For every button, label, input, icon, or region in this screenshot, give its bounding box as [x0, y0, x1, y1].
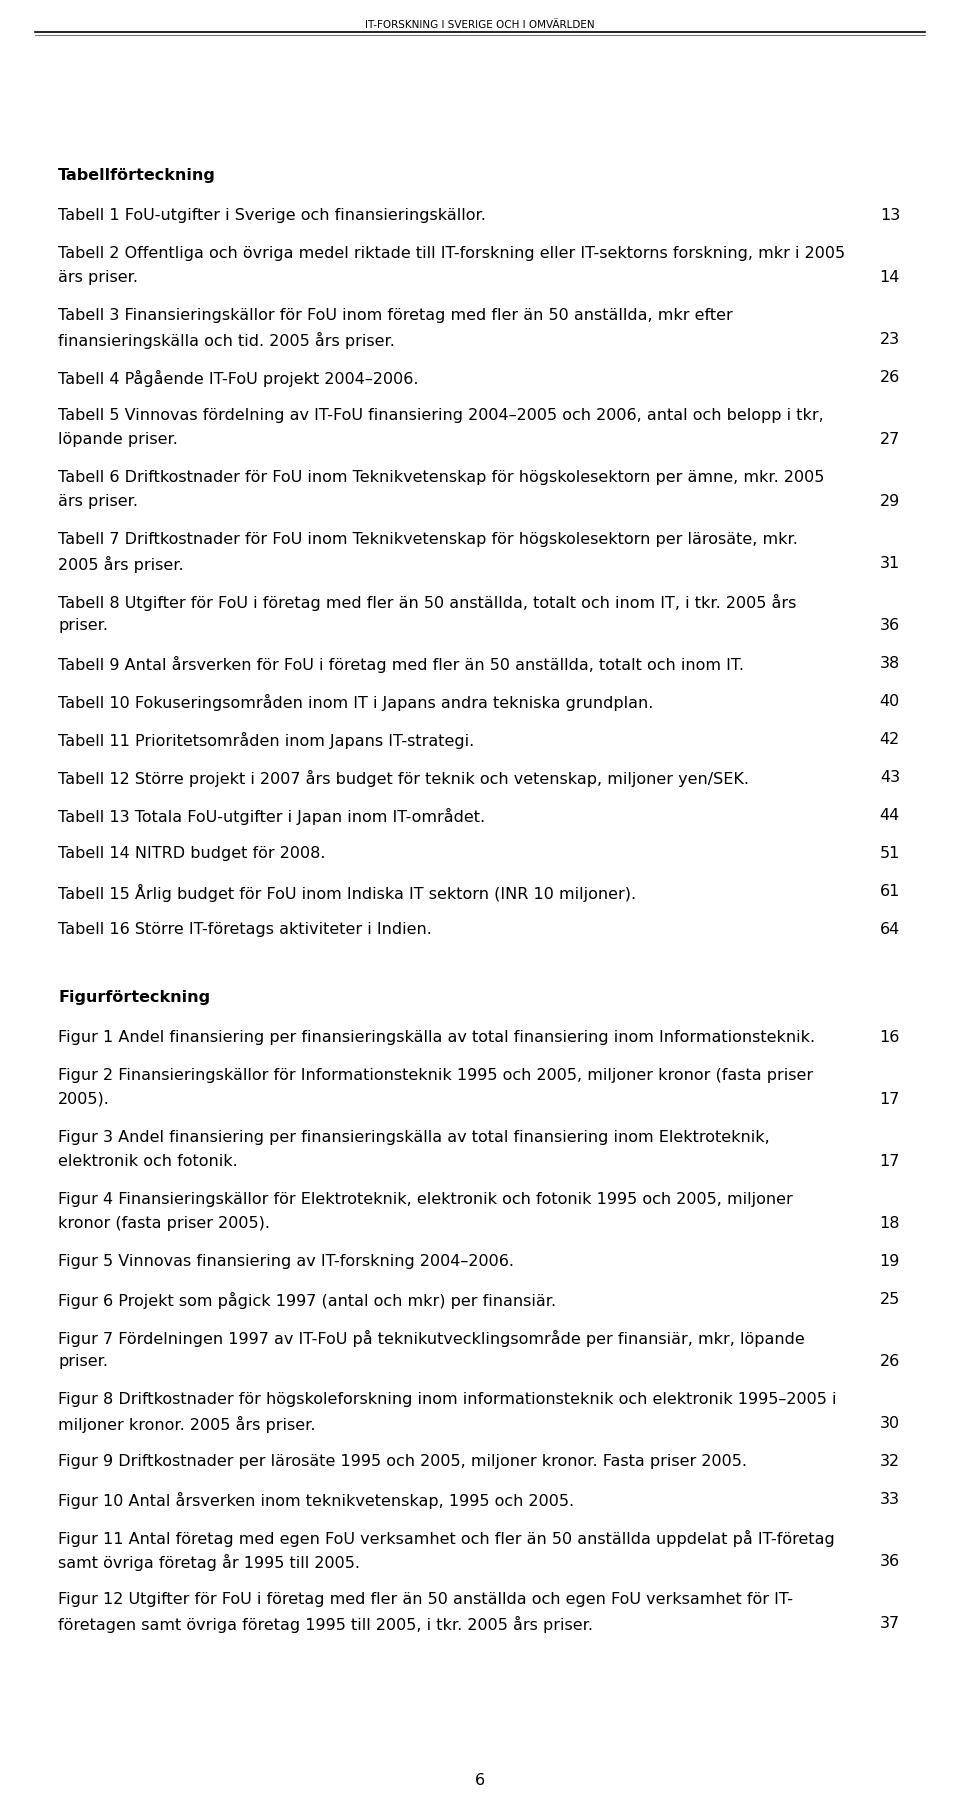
- Text: 14: 14: [879, 271, 900, 285]
- Text: Tabellförteckning: Tabellförteckning: [58, 169, 216, 183]
- Text: Tabell 1 FoU-utgifter i Sverige och finansieringskällor.: Tabell 1 FoU-utgifter i Sverige och fina…: [58, 209, 486, 223]
- Text: Tabell 3 Finansieringskällor för FoU inom företag med fler än 50 anställda, mkr : Tabell 3 Finansieringskällor för FoU ino…: [58, 309, 732, 323]
- Text: 17: 17: [879, 1153, 900, 1170]
- Text: Tabell 10 Fokuseringsområden inom IT i Japans andra tekniska grundplan.: Tabell 10 Fokuseringsområden inom IT i J…: [58, 694, 654, 712]
- Text: elektronik och fotonik.: elektronik och fotonik.: [58, 1153, 238, 1170]
- Text: Figur 6 Projekt som pågick 1997 (antal och mkr) per finansiär.: Figur 6 Projekt som pågick 1997 (antal o…: [58, 1291, 556, 1309]
- Text: 2005 års priser.: 2005 års priser.: [58, 556, 183, 574]
- Text: samt övriga företag år 1995 till 2005.: samt övriga företag år 1995 till 2005.: [58, 1554, 360, 1571]
- Text: Tabell 7 Driftkostnader för FoU inom Teknikvetenskap för högskolesektorn per lär: Tabell 7 Driftkostnader för FoU inom Tek…: [58, 532, 798, 547]
- Text: Figur 9 Driftkostnader per lärosäte 1995 och 2005, miljoner kronor. Fasta priser: Figur 9 Driftkostnader per lärosäte 1995…: [58, 1455, 747, 1469]
- Text: priser.: priser.: [58, 1355, 108, 1369]
- Text: Tabell 15 Årlig budget för FoU inom Indiska IT sektorn (INR 10 miljoner).: Tabell 15 Årlig budget för FoU inom Indi…: [58, 884, 636, 903]
- Text: 36: 36: [880, 1554, 900, 1569]
- Text: Tabell 13 Totala FoU-utgifter i Japan inom IT-området.: Tabell 13 Totala FoU-utgifter i Japan in…: [58, 808, 485, 824]
- Text: kronor (fasta priser 2005).: kronor (fasta priser 2005).: [58, 1217, 270, 1231]
- Text: 37: 37: [880, 1616, 900, 1631]
- Text: Figur 2 Finansieringskällor för Informationsteknik 1995 och 2005, miljoner krono: Figur 2 Finansieringskällor för Informat…: [58, 1068, 813, 1082]
- Text: 30: 30: [880, 1416, 900, 1431]
- Text: Figur 10 Antal årsverken inom teknikvetenskap, 1995 och 2005.: Figur 10 Antal årsverken inom teknikvete…: [58, 1493, 574, 1509]
- Text: 64: 64: [879, 923, 900, 937]
- Text: Figur 4 Finansieringskällor för Elektroteknik, elektronik och fotonik 1995 och 2: Figur 4 Finansieringskällor för Elektrot…: [58, 1191, 793, 1208]
- Text: Figur 1 Andel finansiering per finansieringskälla av total finansiering inom Inf: Figur 1 Andel finansiering per finansier…: [58, 1030, 815, 1044]
- Text: 2005).: 2005).: [58, 1091, 109, 1108]
- Text: 27: 27: [879, 432, 900, 447]
- Text: Tabell 5 Vinnovas fördelning av IT-FoU finansiering 2004–2005 och 2006, antal oc: Tabell 5 Vinnovas fördelning av IT-FoU f…: [58, 409, 824, 423]
- Text: Figur 12 Utgifter för FoU i företag med fler än 50 anställda och egen FoU verksa: Figur 12 Utgifter för FoU i företag med …: [58, 1593, 793, 1607]
- Text: 33: 33: [880, 1493, 900, 1507]
- Text: 29: 29: [879, 494, 900, 508]
- Text: 31: 31: [879, 556, 900, 570]
- Text: 23: 23: [880, 332, 900, 347]
- Text: 26: 26: [879, 1355, 900, 1369]
- Text: Tabell 4 Pågående IT-FoU projekt 2004–2006.: Tabell 4 Pågående IT-FoU projekt 2004–20…: [58, 370, 419, 387]
- Text: 26: 26: [879, 370, 900, 385]
- Text: miljoner kronor. 2005 års priser.: miljoner kronor. 2005 års priser.: [58, 1416, 316, 1433]
- Text: 40: 40: [879, 694, 900, 708]
- Text: Tabell 16 Större IT-företags aktiviteter i Indien.: Tabell 16 Större IT-företags aktiviteter…: [58, 923, 432, 937]
- Text: Tabell 14 NITRD budget för 2008.: Tabell 14 NITRD budget för 2008.: [58, 846, 325, 861]
- Text: Tabell 2 Offentliga och övriga medel riktade till IT-forskning eller IT-sektorns: Tabell 2 Offentliga och övriga medel rik…: [58, 245, 845, 262]
- Text: 36: 36: [880, 617, 900, 634]
- Text: 17: 17: [879, 1091, 900, 1108]
- Text: Figur 7 Fördelningen 1997 av IT-FoU på teknikutvecklingsområde per finansiär, mk: Figur 7 Fördelningen 1997 av IT-FoU på t…: [58, 1329, 804, 1347]
- Text: Tabell 12 Större projekt i 2007 års budget för teknik och vetenskap, miljoner ye: Tabell 12 Större projekt i 2007 års budg…: [58, 770, 749, 786]
- Text: Tabell 6 Driftkostnader för FoU inom Teknikvetenskap för högskolesektorn per ämn: Tabell 6 Driftkostnader för FoU inom Tek…: [58, 470, 825, 485]
- Text: 19: 19: [879, 1255, 900, 1269]
- Text: 44: 44: [879, 808, 900, 823]
- Text: priser.: priser.: [58, 617, 108, 634]
- Text: ärs priser.: ärs priser.: [58, 494, 138, 508]
- Text: 25: 25: [879, 1291, 900, 1308]
- Text: 32: 32: [880, 1455, 900, 1469]
- Text: Tabell 9 Antal årsverken för FoU i företag med fler än 50 anställda, totalt och : Tabell 9 Antal årsverken för FoU i föret…: [58, 656, 744, 674]
- Text: löpande priser.: löpande priser.: [58, 432, 178, 447]
- Text: 16: 16: [879, 1030, 900, 1044]
- Text: 61: 61: [879, 884, 900, 899]
- Text: Figur 8 Driftkostnader för högskoleforskning inom informationsteknik och elektro: Figur 8 Driftkostnader för högskoleforsk…: [58, 1393, 836, 1407]
- Text: Figur 11 Antal företag med egen FoU verksamhet och fler än 50 anställda uppdelat: Figur 11 Antal företag med egen FoU verk…: [58, 1531, 835, 1547]
- Text: 18: 18: [879, 1217, 900, 1231]
- Text: 43: 43: [880, 770, 900, 785]
- Text: Figur 5 Vinnovas finansiering av IT-forskning 2004–2006.: Figur 5 Vinnovas finansiering av IT-fors…: [58, 1255, 514, 1269]
- Text: företagen samt övriga företag 1995 till 2005, i tkr. 2005 års priser.: företagen samt övriga företag 1995 till …: [58, 1616, 593, 1633]
- Text: 51: 51: [879, 846, 900, 861]
- Text: ärs priser.: ärs priser.: [58, 271, 138, 285]
- Text: IT-FORSKNING I SVERIGE OCH I OMVÄRLDEN: IT-FORSKNING I SVERIGE OCH I OMVÄRLDEN: [365, 20, 595, 31]
- Text: 42: 42: [879, 732, 900, 746]
- Text: 6: 6: [475, 1772, 485, 1789]
- Text: Tabell 11 Prioritetsområden inom Japans IT-strategi.: Tabell 11 Prioritetsområden inom Japans …: [58, 732, 474, 748]
- Text: Tabell 8 Utgifter för FoU i företag med fler än 50 anställda, totalt och inom IT: Tabell 8 Utgifter för FoU i företag med …: [58, 594, 797, 610]
- Text: 38: 38: [879, 656, 900, 670]
- Text: 13: 13: [879, 209, 900, 223]
- Text: Figur 3 Andel finansiering per finansieringskälla av total finansiering inom Ele: Figur 3 Andel finansiering per finansier…: [58, 1130, 770, 1146]
- Text: Figurförteckning: Figurförteckning: [58, 990, 210, 1004]
- Text: finansieringskälla och tid. 2005 års priser.: finansieringskälla och tid. 2005 års pri…: [58, 332, 395, 349]
